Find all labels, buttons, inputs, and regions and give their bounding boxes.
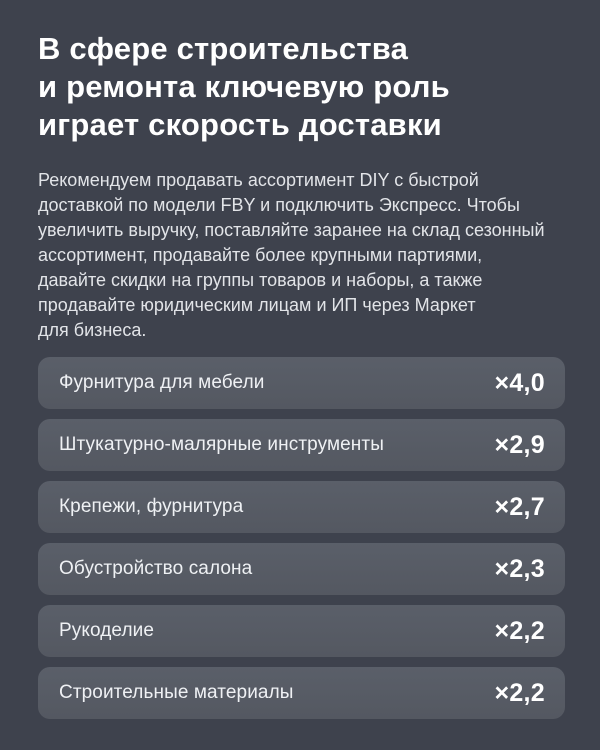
growth-multiplier: ×2,2	[494, 678, 545, 707]
growth-multiplier: ×2,2	[494, 616, 545, 645]
growth-multiplier: ×2,3	[494, 554, 545, 583]
page-title: В сфере строительства и ремонта ключевую…	[38, 31, 450, 142]
table-row: Рукоделие ×2,2	[38, 605, 565, 657]
table-row: Фурнитура для мебели ×4,0	[38, 357, 565, 409]
growth-multiplier: ×2,9	[494, 430, 545, 459]
category-label: Штукатурно-малярные инструменты	[59, 434, 384, 455]
table-row: Обустройство салона ×2,3	[38, 543, 565, 595]
category-label: Фурнитура для мебели	[59, 372, 265, 393]
growth-multiplier: ×2,7	[494, 492, 545, 521]
table-row: Строительные материалы ×2,2	[38, 667, 565, 719]
description-text: Рекомендуем продавать ассортимент DIY с …	[38, 170, 545, 340]
category-label: Крепежи, фурнитура	[59, 496, 244, 517]
category-label: Рукоделие	[59, 620, 155, 641]
table-row: Крепежи, фурнитура ×2,7	[38, 481, 565, 533]
table-row: Штукатурно-малярные инструменты ×2,9	[38, 419, 565, 471]
growth-multiplier: ×4,0	[494, 368, 545, 397]
category-multiplier-list: Фурнитура для мебели ×4,0 Штукатурно-мал…	[38, 357, 565, 719]
category-label: Обустройство салона	[59, 558, 253, 579]
category-label: Строительные материалы	[59, 682, 294, 703]
